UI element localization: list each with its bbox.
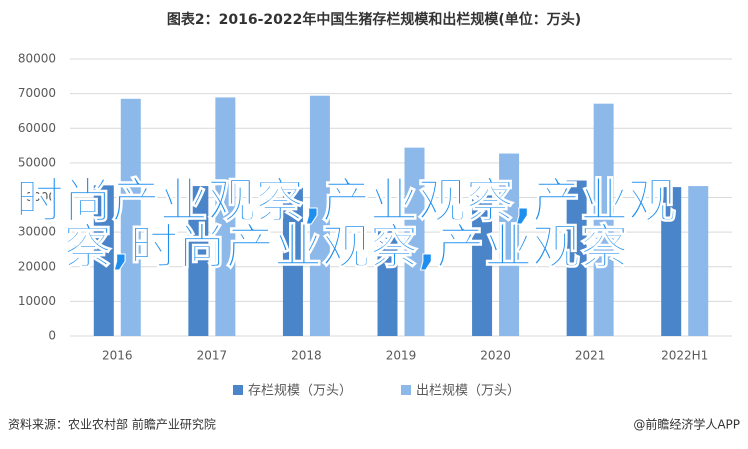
y-tick-label: 0 — [48, 329, 56, 343]
bar — [120, 98, 141, 336]
bar — [499, 153, 520, 336]
legend-label: 出栏规模（万头） — [416, 384, 520, 399]
bar — [593, 103, 614, 336]
y-tick-label: 70000 — [18, 86, 56, 100]
bar — [215, 97, 236, 336]
bar — [282, 187, 303, 336]
x-tick-label: 2017 — [197, 349, 228, 363]
overlay-text: 时尚产业观察,产业观察,产业观察,时尚产业观察,产业观察 — [15, 173, 677, 275]
credit: @前瞻经济学人APP — [633, 417, 740, 432]
bar — [472, 195, 493, 336]
y-tick-label: 50000 — [18, 155, 56, 169]
bar — [309, 95, 330, 336]
y-tick-label: 40000 — [18, 190, 56, 204]
source: 资料来源：农业农村部 前瞻产业研究院 — [8, 417, 216, 432]
y-tick-label: 60000 — [18, 121, 56, 135]
y-tick-label: 20000 — [18, 259, 56, 273]
y-tick-label: 10000 — [18, 294, 56, 308]
bar — [566, 180, 587, 336]
legend-swatch — [401, 385, 411, 395]
legend-swatch — [233, 385, 243, 395]
bar — [93, 185, 114, 336]
x-tick-label: 2018 — [291, 349, 322, 363]
y-tick-label: 80000 — [18, 52, 56, 66]
x-tick-label: 2020 — [480, 349, 511, 363]
bar — [688, 186, 709, 336]
chart-title: 图表2：2016-2022年中国生猪存栏规模和出栏规模(单位：万头) — [167, 11, 581, 28]
x-tick-label: 2021 — [575, 349, 606, 363]
legend-label: 存栏规模（万头） — [248, 384, 352, 399]
x-tick-label: 2022H1 — [661, 349, 708, 363]
bar — [404, 147, 425, 336]
bar — [377, 228, 398, 336]
x-tick-label: 2016 — [102, 349, 133, 363]
x-tick-label: 2019 — [386, 349, 417, 363]
bar — [661, 187, 682, 336]
bar — [188, 186, 209, 336]
y-tick-label: 30000 — [18, 225, 56, 239]
